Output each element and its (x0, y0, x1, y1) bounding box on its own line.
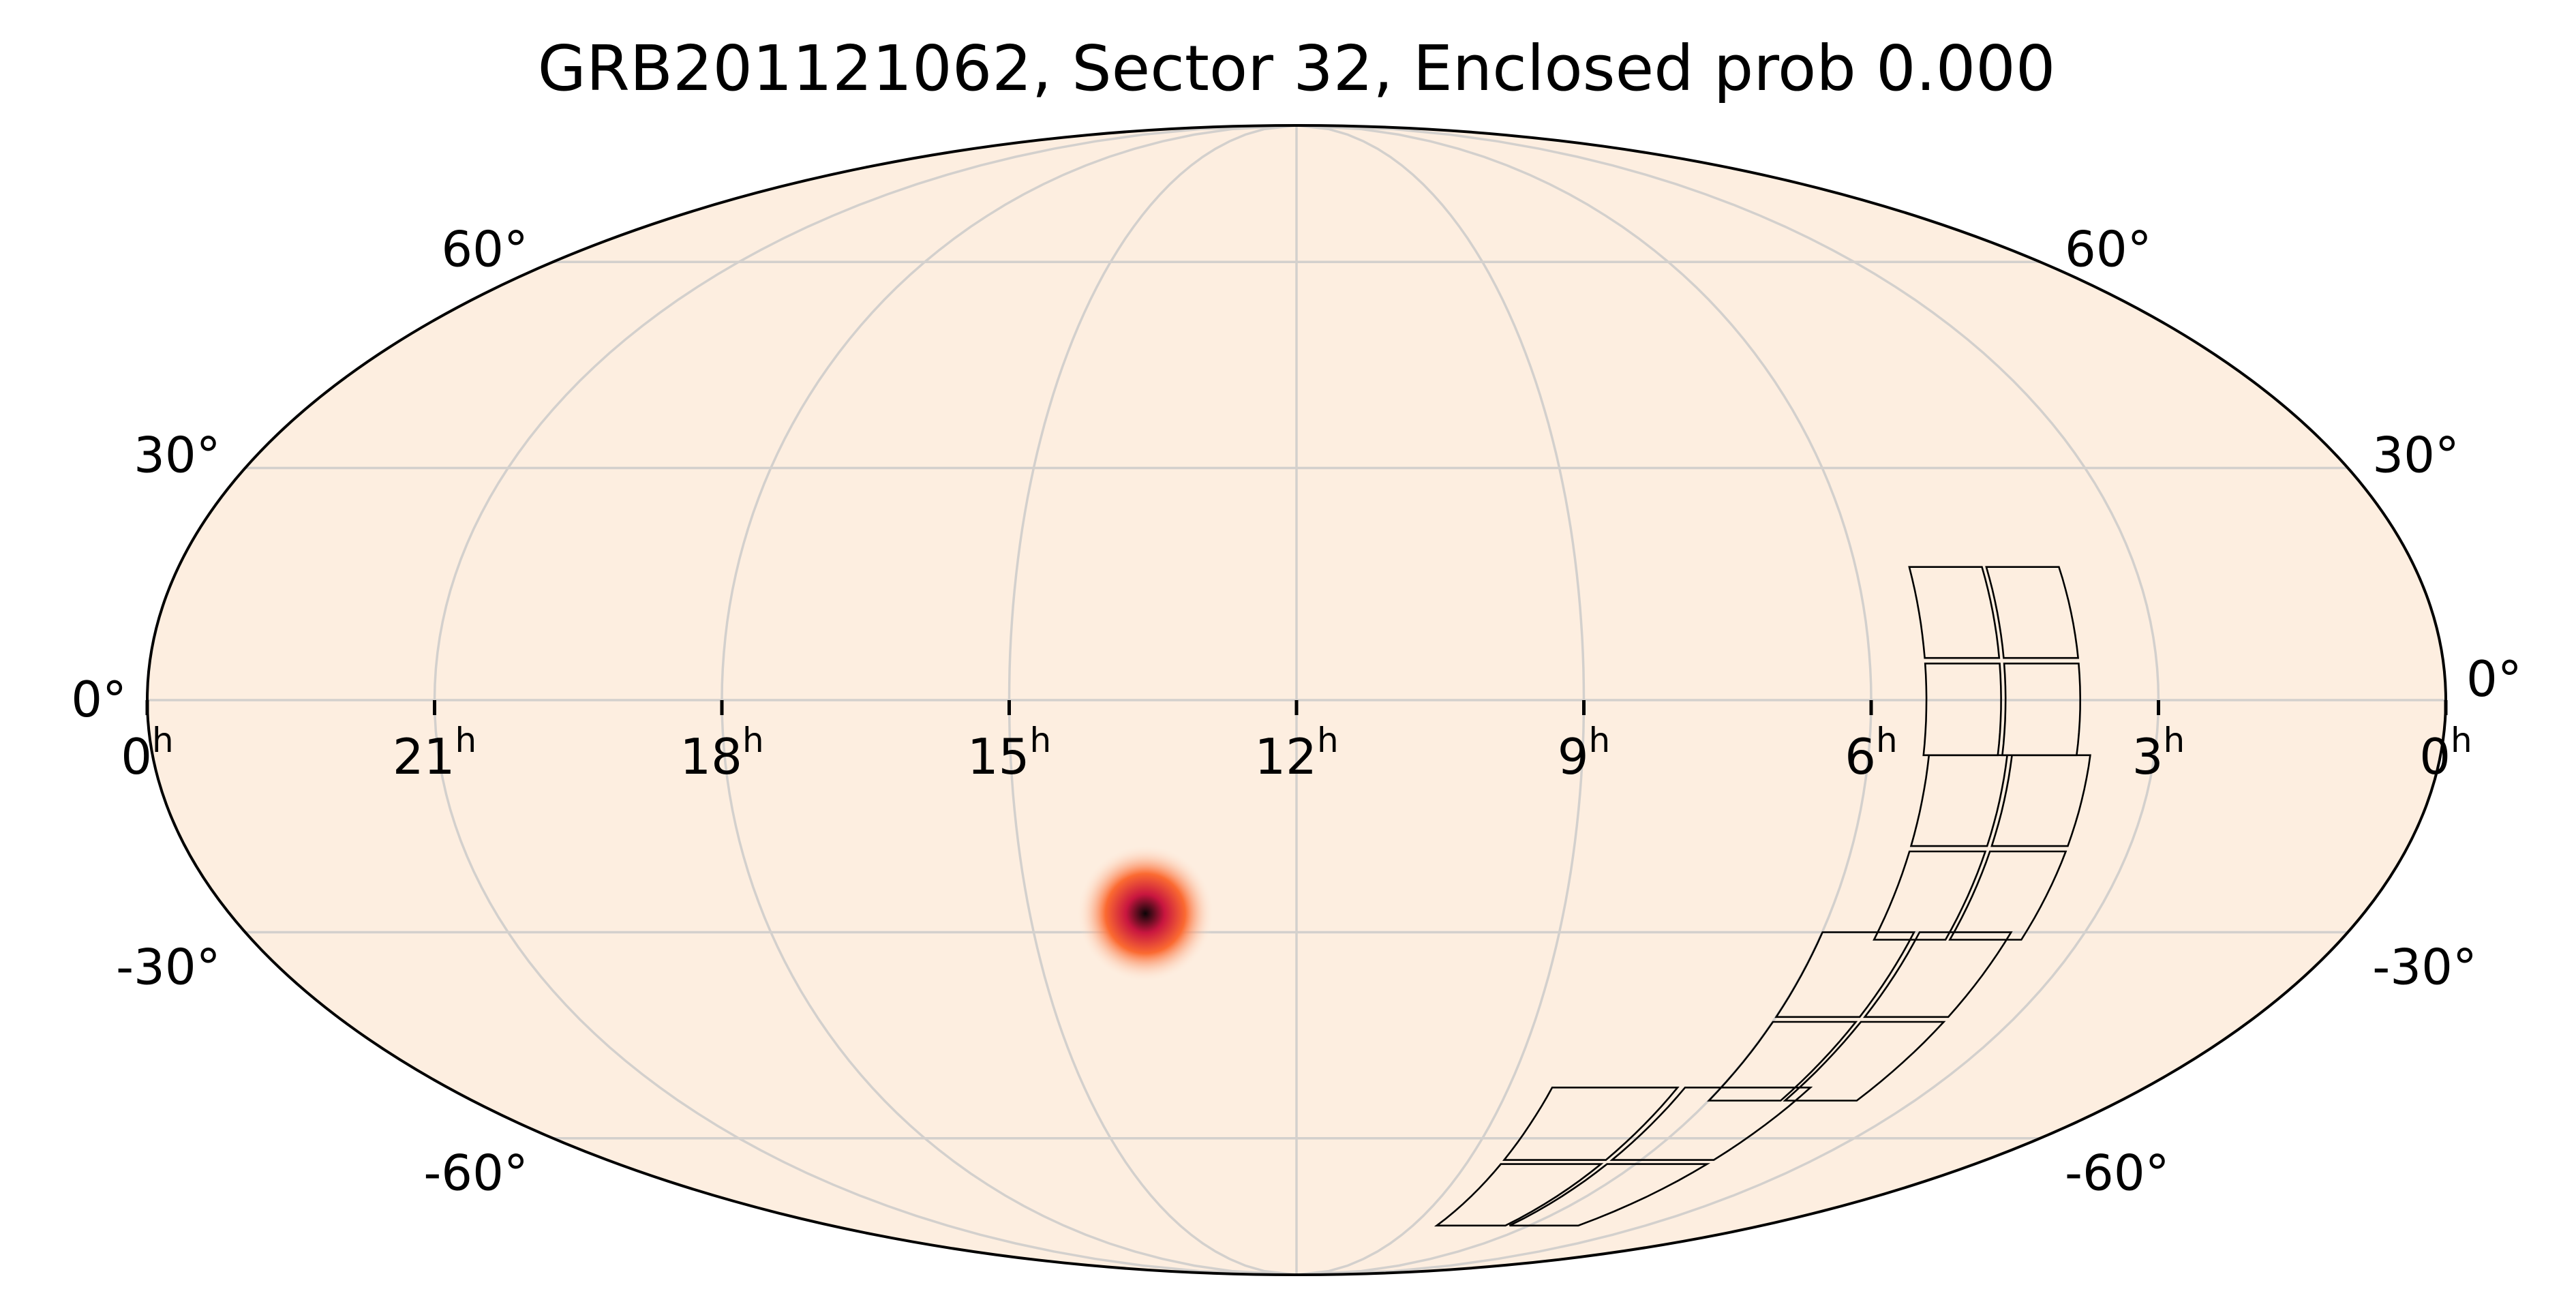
ccd-footprint (1509, 1163, 1711, 1227)
ra-tick-label: 18h (680, 721, 763, 785)
dec-tick-label-left: 60° (441, 220, 528, 277)
ra-tick-label: 21h (393, 721, 476, 785)
ccd-footprint (1706, 1021, 1858, 1102)
ccd-footprint (1502, 1087, 1680, 1161)
chart-title: GRB201121062, Sector 32, Enclosed prob 0… (538, 32, 2056, 105)
dec-tick-label-right: 30° (2372, 426, 2459, 483)
probability-peak (1076, 845, 1214, 982)
dec-tick-label-right: 60° (2065, 220, 2152, 277)
ra-tick-label: 15h (967, 721, 1051, 785)
ra-tick-label: 0h (121, 721, 174, 785)
ccd-footprint (1948, 850, 2067, 941)
ra-tick-label: 0h (2419, 721, 2472, 785)
ccd-footprint (1609, 1087, 1813, 1161)
ra-tick-label: 3h (2132, 721, 2185, 785)
ccd-footprint (1434, 1163, 1604, 1227)
ra-tick-marks (145, 700, 2448, 715)
probability-layer (1076, 845, 1214, 982)
ra-tick-label: 12h (1254, 721, 1338, 785)
ccd-footprint (1990, 754, 2091, 847)
dec-tick-label-left: 30° (134, 426, 221, 483)
dec-tick-label-left: 0° (71, 671, 127, 728)
ccd-footprint (1908, 566, 2001, 659)
dec-tick-labels: 60° 60° 30° 30° 0° 0° -30° -30° -60° -60° (71, 220, 2522, 1201)
ccd-footprint (1909, 754, 2009, 847)
sector-footprint (1434, 566, 2091, 1227)
dec-tick-label-right: -30° (2372, 939, 2477, 996)
ccd-footprint (1873, 850, 1987, 941)
dec-tick-label-left: -30° (116, 939, 221, 996)
ccd-footprint (1985, 566, 2080, 659)
dec-tick-label-right: 0° (2466, 650, 2522, 708)
ccd-footprint (1783, 1021, 1946, 1102)
ccd-footprint (1774, 931, 1916, 1018)
ra-tick-label: 9h (1558, 721, 1611, 785)
dec-tick-label-left: -60° (423, 1145, 528, 1202)
ccd-footprint (1862, 931, 2013, 1018)
dec-tick-label-right: -60° (2065, 1145, 2170, 1202)
ra-tick-labels: 0h 21h 18h 15h 12h 9h 6h 3h 0h (121, 721, 2472, 785)
ra-tick-label: 6h (1845, 721, 1898, 785)
